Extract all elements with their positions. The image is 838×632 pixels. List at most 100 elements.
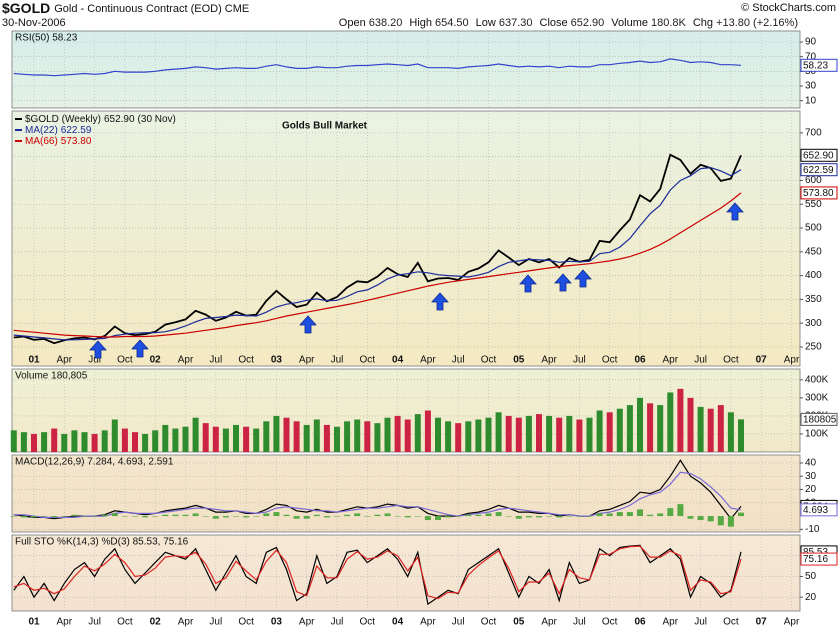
histogram-bar xyxy=(243,516,250,518)
bar xyxy=(505,415,512,452)
legend-name: MA(66) xyxy=(25,136,58,147)
bar xyxy=(445,421,452,452)
histogram-bar xyxy=(81,516,88,517)
histogram-bar xyxy=(687,516,694,519)
y-tick-label: 250 xyxy=(805,342,822,353)
x-tick-label: Apr xyxy=(57,355,73,366)
histogram-bar xyxy=(536,516,542,518)
histogram-bar xyxy=(475,514,482,517)
x-tick-label: 02 xyxy=(150,355,162,366)
legend-entry: $GOLD (Weekly) 652.90 (30 Nov) xyxy=(25,114,176,125)
histogram-bar xyxy=(576,516,583,517)
histogram-bar xyxy=(424,516,431,521)
bar xyxy=(172,428,179,452)
bar xyxy=(313,419,320,452)
y-tick-label: 400K xyxy=(805,374,829,385)
x-tick-label: Jul xyxy=(452,617,465,628)
quote-value: +13.80 (+2.16%) xyxy=(716,17,798,29)
histogram-bar xyxy=(515,516,522,519)
x-tick-label: Jul xyxy=(694,617,707,628)
arrow xyxy=(554,273,572,292)
histogram-bar xyxy=(626,512,633,517)
histogram-bar xyxy=(192,513,199,517)
y-tick-label: 30 xyxy=(805,471,817,482)
histogram-bar xyxy=(212,516,219,519)
value-box-label: 85.53 xyxy=(803,547,828,558)
y-tick-label: 20 xyxy=(805,484,817,495)
bar xyxy=(283,417,290,452)
bar xyxy=(323,424,330,452)
histogram-bar xyxy=(313,514,320,517)
annotation: Golds Bull Market xyxy=(282,121,368,132)
x-tick-label: Jul xyxy=(694,355,707,366)
x-tick-label: 02 xyxy=(150,617,162,628)
histogram-bar xyxy=(51,516,58,518)
histogram-bar xyxy=(132,516,138,517)
bar xyxy=(586,417,593,452)
x-tick-label: Apr xyxy=(299,355,315,366)
histogram-bar xyxy=(384,513,391,517)
quote-label: High xyxy=(409,17,432,29)
quote-value: 652.90 xyxy=(571,17,605,29)
y-tick-label: 500 xyxy=(805,223,822,234)
panel-title: RSI(50) 58.23 xyxy=(15,33,78,44)
panel-background xyxy=(11,110,801,367)
histogram-bar xyxy=(162,514,169,517)
bar xyxy=(364,421,371,452)
histogram-bar xyxy=(273,512,280,517)
bar xyxy=(616,408,623,452)
histogram-bar xyxy=(596,513,603,517)
x-tick-label: 04 xyxy=(392,355,404,366)
bar xyxy=(485,417,492,452)
arrow xyxy=(726,202,744,221)
histogram-bar xyxy=(465,514,472,517)
bar xyxy=(626,405,633,452)
x-tick-label: Apr xyxy=(178,617,194,628)
bar xyxy=(576,419,583,452)
bar xyxy=(293,421,300,452)
legend-value: 622.59 xyxy=(61,125,92,136)
quote-label: Close xyxy=(540,17,568,29)
y-tick-label: 700 xyxy=(805,128,822,139)
x-tick-label: Apr xyxy=(784,355,800,366)
legend-entry: MA(22) 622.59 xyxy=(25,125,92,136)
series-line xyxy=(13,153,742,345)
histogram-bar xyxy=(394,516,401,517)
histogram-bar xyxy=(556,516,563,518)
value-box-label: 573.80 xyxy=(803,188,834,199)
histogram-bar xyxy=(334,516,340,517)
bar xyxy=(465,421,472,452)
y-tick-label: 20 xyxy=(805,592,817,603)
bar xyxy=(596,410,603,452)
series-line xyxy=(13,545,742,600)
bar xyxy=(132,432,138,452)
histogram-bar xyxy=(414,516,421,517)
bar xyxy=(222,428,229,452)
x-tick-label: 07 xyxy=(756,617,768,628)
bar xyxy=(606,412,613,452)
y-tick-label: 90 xyxy=(805,37,817,48)
bar xyxy=(273,415,280,452)
quote-value: 637.30 xyxy=(499,17,533,29)
bar xyxy=(111,419,118,452)
x-tick-label: Oct xyxy=(602,355,618,366)
bar xyxy=(20,432,27,452)
arrow xyxy=(299,315,317,334)
bar xyxy=(354,419,361,452)
histogram-bar xyxy=(525,516,532,518)
value-box-label: 75.16 xyxy=(803,554,828,565)
bar xyxy=(51,428,58,452)
histogram-bar xyxy=(677,504,684,517)
x-tick-label: 05 xyxy=(513,617,525,628)
quote-label: Open xyxy=(339,17,366,29)
panel: 20508001AprJulOct02AprJulOct03AprJulOct0… xyxy=(11,534,838,628)
bar xyxy=(162,424,169,452)
histogram-bar xyxy=(20,516,27,518)
x-tick-label: 07 xyxy=(756,355,768,366)
value-box xyxy=(800,186,838,200)
x-tick-label: 06 xyxy=(634,617,646,628)
x-tick-label: Jul xyxy=(331,617,344,628)
value-box-label: 58.23 xyxy=(803,60,828,71)
panels: 1030507090RSI(50) 58.2358.23250300350400… xyxy=(10,30,838,628)
